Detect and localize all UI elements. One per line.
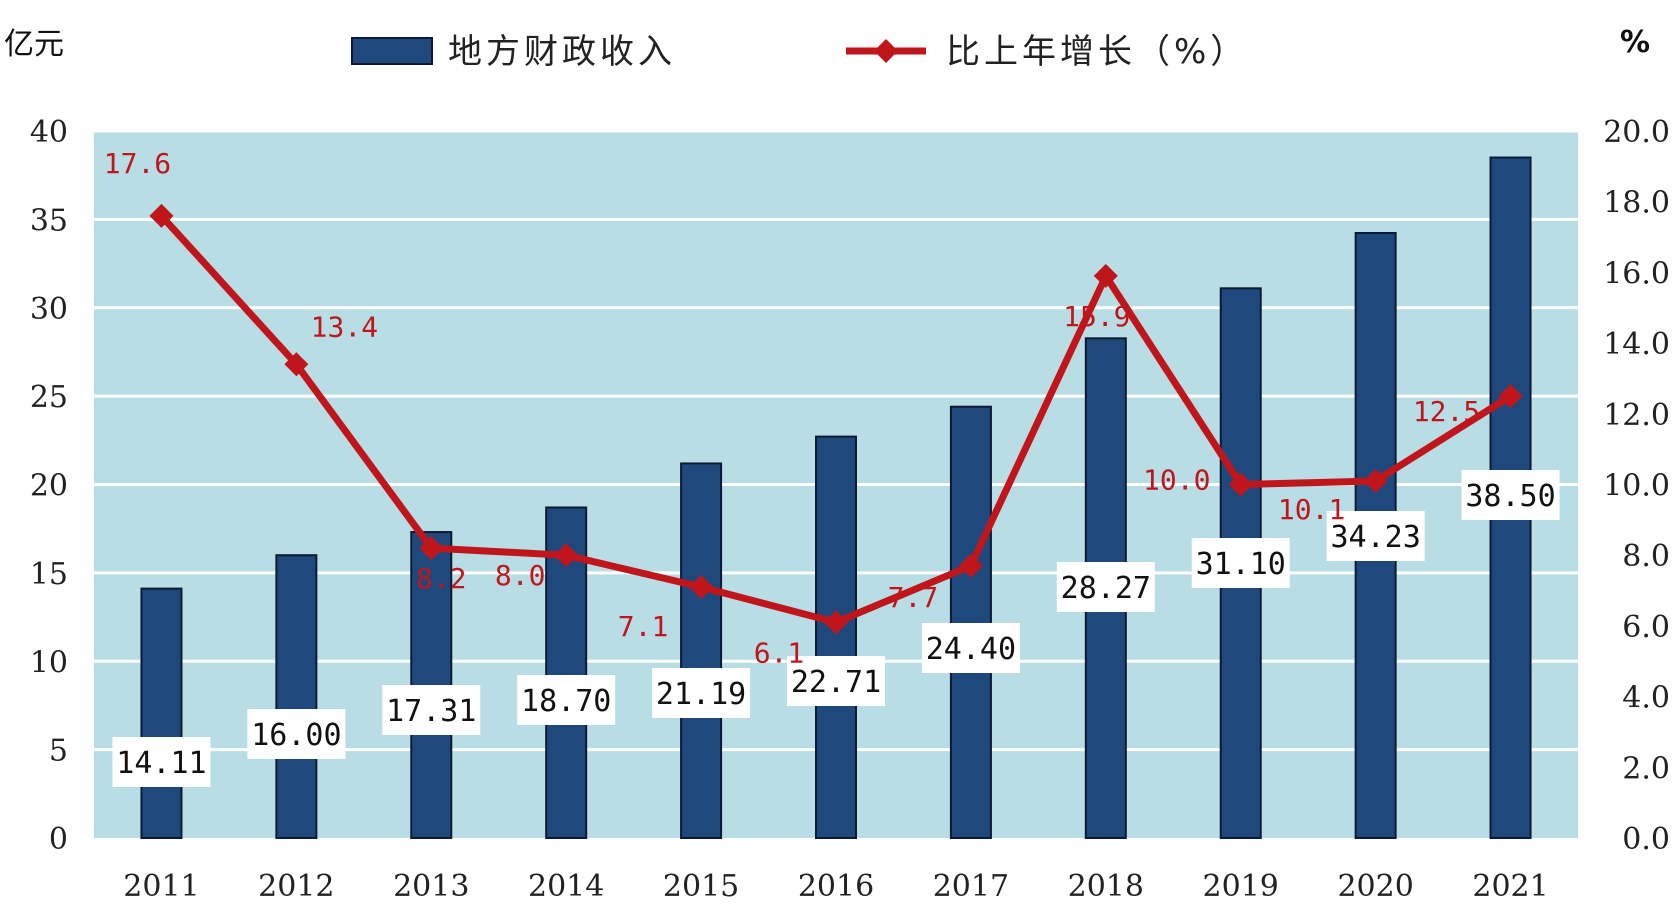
bar-data-label: 28.27 <box>1061 571 1151 606</box>
bar-data-label: 21.19 <box>656 677 746 712</box>
bar-label-box <box>517 675 616 725</box>
line-point <box>689 575 714 600</box>
line-data-label: 6.1 <box>754 636 805 669</box>
left-tick-label: 30 <box>30 292 68 327</box>
left-tick-label: 0 <box>49 822 68 857</box>
x-tick-label: 2011 <box>123 869 199 904</box>
right-tick-label: 16.0 <box>1603 256 1670 291</box>
bar <box>815 435 857 839</box>
line-point <box>1228 472 1253 497</box>
line-data-label: 8.0 <box>495 559 546 592</box>
right-tick-label: 8.0 <box>1622 539 1670 574</box>
line-data-label: 10.1 <box>1278 493 1345 526</box>
left-tick-label: 10 <box>30 645 68 680</box>
bar-data-label: 38.50 <box>1465 479 1555 514</box>
left-axis-unit: 亿元 <box>4 27 64 62</box>
bar <box>275 554 318 839</box>
line-data-labels: 17.6 13.4 8.2 8.0 7.1 6.1 7.7 15.9 10.0 10.1 12.5 <box>104 147 1481 670</box>
right-tick-label: 0.0 <box>1622 822 1670 857</box>
line-data-label: 7.7 <box>888 581 939 614</box>
right-axis-ticks: 0.0 2.0 4.0 6.0 8.0 10.0 12.0 14.0 16.0 18.0 20.0 <box>1603 115 1670 857</box>
right-tick-label: 14.0 <box>1603 327 1670 362</box>
line-data-label: 8.2 <box>416 562 467 595</box>
line-point <box>958 553 983 578</box>
line-point <box>1093 263 1118 288</box>
bar-label-box <box>1056 562 1155 612</box>
bar-data-label: 24.40 <box>926 632 1016 667</box>
bar-label-box <box>787 656 885 706</box>
left-axis-ticks: 0 5 10 15 20 25 30 35 40 <box>30 115 68 857</box>
bar-data-label: 17.31 <box>386 694 476 729</box>
x-tick-label: 2018 <box>1068 869 1144 904</box>
bar-label-box <box>921 623 1020 673</box>
bar-label-box <box>382 685 481 735</box>
line-data-label: 17.6 <box>104 147 171 180</box>
legend-line-label: 比上年增长（%） <box>946 32 1248 72</box>
x-tick-label: 2012 <box>258 869 334 904</box>
bar <box>140 587 183 840</box>
right-tick-label: 10.0 <box>1603 469 1670 504</box>
x-tick-label: 2021 <box>1472 869 1548 904</box>
legend: 地方财政收入 比上年增长（%） <box>351 32 1248 72</box>
growth-line-series <box>149 203 1523 635</box>
line-data-label: 10.0 <box>1143 464 1210 497</box>
x-tick-label: 2015 <box>663 869 739 904</box>
bar-data-label: 18.70 <box>521 684 611 719</box>
bar-label-box <box>247 709 346 759</box>
x-tick-label: 2019 <box>1203 869 1279 904</box>
bar-label-box <box>652 668 751 718</box>
x-tick-label: 2017 <box>933 869 1009 904</box>
bar-label-box <box>1461 470 1560 520</box>
right-tick-label: 12.0 <box>1603 398 1670 433</box>
left-tick-label: 20 <box>30 469 68 504</box>
line-point <box>419 536 444 561</box>
x-axis-ticks: 2011 2012 2013 2014 2015 2016 2017 2018 2019 2020… <box>123 869 1548 904</box>
legend-bar-swatch <box>351 37 433 65</box>
line-point <box>284 352 309 377</box>
legend-bar-label: 地方财政收入 <box>448 32 676 72</box>
line-data-label: 12.5 <box>1413 395 1480 428</box>
bar <box>949 405 992 839</box>
bar-data-label: 14.11 <box>116 746 206 781</box>
x-tick-label: 2013 <box>393 869 469 904</box>
line-data-label: 15.9 <box>1063 300 1130 333</box>
left-tick-label: 5 <box>49 734 68 769</box>
bar-label-box <box>1191 538 1290 588</box>
bar-data-label: 16.00 <box>251 718 341 753</box>
legend-line-marker <box>874 39 898 63</box>
x-tick-label: 2014 <box>528 869 604 904</box>
bar-data-label: 34.23 <box>1330 520 1420 555</box>
left-tick-label: 35 <box>30 203 68 238</box>
right-axis-unit: % <box>1620 25 1650 60</box>
line-data-label: 7.1 <box>618 610 669 643</box>
bar-data-label: 31.10 <box>1196 547 1286 582</box>
x-tick-label: 2020 <box>1337 869 1413 904</box>
bar <box>680 462 723 839</box>
line-point <box>1498 384 1523 409</box>
right-tick-label: 2.0 <box>1622 751 1670 786</box>
left-tick-label: 25 <box>30 380 68 415</box>
right-tick-label: 4.0 <box>1622 681 1670 716</box>
line-data-label: 13.4 <box>311 310 378 343</box>
right-tick-label: 20.0 <box>1603 115 1670 150</box>
bar-data-labels: 14.11 16.00 17.31 18.70 21.19 22.71 24.40 28.27… <box>112 470 1560 787</box>
x-tick-label: 2016 <box>798 869 874 904</box>
bar-data-label: 22.71 <box>791 665 881 700</box>
left-tick-label: 15 <box>30 557 68 592</box>
line-point <box>824 610 848 635</box>
right-tick-label: 18.0 <box>1603 186 1670 221</box>
left-tick-label: 40 <box>30 115 68 150</box>
line-point <box>1363 468 1388 493</box>
bar-label-box <box>112 737 211 787</box>
line-point <box>149 203 174 228</box>
line-point <box>554 543 579 568</box>
bar-label-box <box>1326 511 1425 561</box>
right-tick-label: 6.0 <box>1622 610 1670 645</box>
